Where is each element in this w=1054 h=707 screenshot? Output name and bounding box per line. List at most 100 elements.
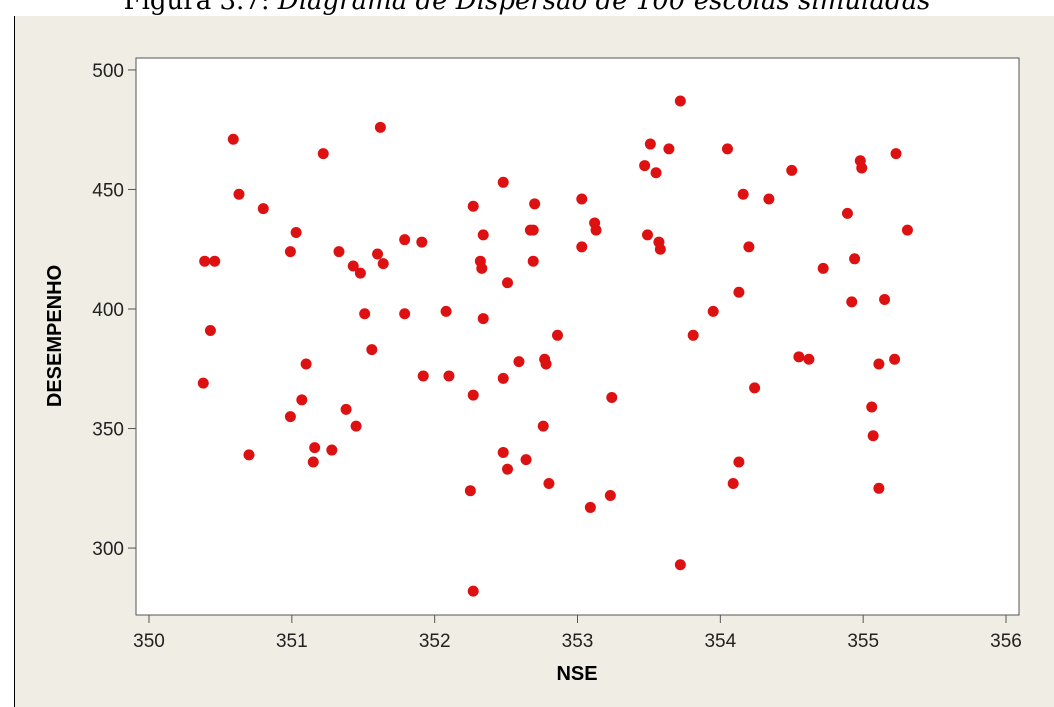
- scatter-point: [497, 446, 509, 458]
- scatter-point: [440, 305, 452, 317]
- scatter-point: [763, 193, 775, 205]
- figure-caption-label: Figura 3.7: [123, 0, 261, 16]
- scatter-point: [901, 224, 913, 236]
- scatter-point: [199, 255, 211, 267]
- scatter-point: [340, 403, 352, 415]
- scatter-point: [290, 227, 302, 239]
- x-tick-label: 350: [133, 631, 165, 652]
- scatter-point: [227, 133, 239, 145]
- scatter-point: [727, 478, 739, 490]
- scatter-point: [326, 444, 338, 456]
- scatter-point: [359, 308, 371, 320]
- figure-caption: Figura 3.7: Diagrama de Dispersão de 100…: [0, 0, 1054, 16]
- scatter-point: [743, 241, 755, 253]
- scatter-point: [296, 394, 308, 406]
- scatter-point: [527, 224, 539, 236]
- scatter-point: [366, 344, 378, 356]
- y-tick-label: 450: [92, 180, 124, 201]
- scatter-point: [604, 489, 616, 501]
- chart-panel: 350 351 352 353 354 355 356 300 350 400 450 500 NSE…: [14, 16, 1054, 707]
- scatter-point: [576, 241, 588, 253]
- scatter-point: [644, 138, 656, 150]
- scatter-point: [733, 456, 745, 468]
- x-tick-label: 356: [990, 631, 1022, 652]
- x-tick-label: 352: [419, 631, 451, 652]
- scatter-point: [502, 463, 514, 475]
- scatter-point: [889, 353, 901, 365]
- scatter-point: [307, 456, 319, 468]
- scatter-point: [233, 188, 245, 200]
- scatter-chart: 350 351 352 353 354 355 356 300 350 400 450 500 NSE…: [44, 57, 1022, 685]
- scatter-point: [333, 246, 345, 258]
- scatter-point: [786, 164, 798, 176]
- scatter-point: [502, 277, 514, 289]
- scatter-point: [793, 351, 805, 363]
- scatter-point: [841, 207, 853, 219]
- scatter-point: [663, 143, 675, 155]
- axis-ticks: 350 351 352 353 354 355 356 300 350 400 450 500: [92, 61, 1022, 652]
- x-tick-label: 355: [847, 631, 879, 652]
- scatter-point: [443, 370, 455, 382]
- x-tick-label: 353: [562, 631, 594, 652]
- scatter-point: [674, 559, 686, 571]
- scatter-point: [350, 420, 362, 432]
- scatter-point: [476, 262, 488, 274]
- scatter-point: [399, 308, 411, 320]
- scatter-point: [674, 95, 686, 107]
- scatter-point: [374, 121, 386, 133]
- scatter-point: [590, 224, 602, 236]
- x-tick-label: 354: [704, 631, 736, 652]
- scatter-point: [867, 430, 879, 442]
- scatter-point: [477, 229, 489, 241]
- figure-caption-text: Diagrama de Dispersão de 100 escolas sim…: [277, 0, 931, 16]
- scatter-point: [529, 198, 541, 210]
- y-tick-label: 500: [92, 61, 124, 82]
- scatter-point: [497, 176, 509, 188]
- scatter-point: [527, 255, 539, 267]
- x-axis-title: NSE: [556, 663, 597, 685]
- scatter-point: [879, 293, 891, 305]
- y-tick-label: 300: [92, 539, 124, 560]
- scatter-point: [309, 442, 321, 454]
- scatter-point: [284, 411, 296, 423]
- scatter-point: [354, 267, 366, 279]
- scatter-point: [197, 377, 209, 389]
- scatter-point: [467, 389, 479, 401]
- scatter-point: [866, 401, 878, 413]
- x-tick-label: 351: [276, 631, 308, 652]
- scatter-point: [543, 478, 555, 490]
- scatter-point: [477, 313, 489, 325]
- scatter-point: [347, 260, 359, 272]
- scatter-point: [417, 370, 429, 382]
- scatter-point: [204, 325, 216, 337]
- scatter-point: [416, 236, 428, 248]
- scatter-point: [257, 203, 269, 215]
- scatter-point: [497, 372, 509, 384]
- scatter-point: [537, 420, 549, 432]
- scatter-point: [300, 358, 312, 370]
- scatter-point: [552, 329, 564, 341]
- scatter-point: [467, 585, 479, 597]
- scatter-point: [856, 162, 868, 174]
- scatter-point: [576, 193, 588, 205]
- plot-area: [135, 57, 1020, 616]
- data-points: [197, 95, 913, 597]
- y-axis-title: DESEMPENHO: [44, 265, 66, 407]
- scatter-point: [377, 258, 389, 270]
- scatter-point: [641, 229, 653, 241]
- scatter-point: [803, 353, 815, 365]
- scatter-point: [317, 148, 329, 160]
- scatter-point: [733, 286, 745, 298]
- y-tick-label: 400: [92, 300, 124, 321]
- scatter-point: [540, 358, 552, 370]
- scatter-point: [849, 253, 861, 265]
- scatter-point: [890, 148, 902, 160]
- scatter-point: [513, 356, 525, 368]
- scatter-point: [464, 485, 476, 497]
- scatter-point: [721, 143, 733, 155]
- scatter-point: [243, 449, 255, 461]
- scatter-point: [687, 329, 699, 341]
- y-tick-label: 350: [92, 420, 124, 441]
- scatter-point: [520, 454, 532, 466]
- scatter-point: [467, 200, 479, 212]
